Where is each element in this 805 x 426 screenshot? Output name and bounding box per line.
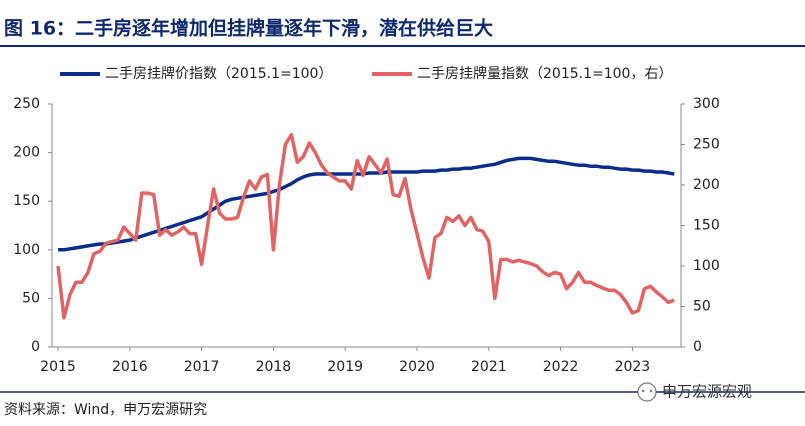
legend-label: 二手房挂牌价指数（2015.1=100） [105, 65, 332, 82]
y2-tick-label: 250 [693, 137, 720, 153]
x-tick-label: 2020 [399, 359, 435, 375]
x-tick-label: 2015 [40, 359, 76, 375]
y-tick-label: 50 [22, 290, 40, 306]
y-tick-label: 200 [13, 145, 40, 161]
y2-tick-label: 50 [693, 299, 711, 315]
x-tick-label: 2019 [327, 359, 363, 375]
y2-tick-label: 200 [693, 177, 720, 193]
y2-tick-label: 100 [693, 258, 720, 274]
series-line [58, 156, 675, 252]
x-tick-label: 2018 [256, 359, 292, 375]
y-tick-label: 150 [13, 193, 40, 209]
y-tick-label: 0 [31, 339, 40, 355]
x-tick-label: 2017 [184, 359, 220, 375]
x-tick-label: 2023 [615, 359, 651, 375]
y-tick-label: 100 [13, 242, 40, 258]
legend-label: 二手房挂牌量指数（2015.1=100，右） [417, 65, 672, 82]
y2-tick-label: 0 [693, 339, 702, 355]
watermark: 申万宏源宏观 [662, 383, 752, 401]
y2-tick-label: 300 [693, 96, 720, 112]
x-tick-label: 2022 [543, 359, 579, 375]
y2-tick-label: 150 [693, 218, 720, 234]
series-line [56, 133, 675, 320]
source-note: 资料来源：Wind，申万宏源研究 [4, 402, 207, 418]
watermark-icon [637, 382, 657, 402]
chart-title: 图 16：二手房逐年增加但挂牌量逐年下滑，潜在供给巨大 [4, 17, 493, 40]
x-tick-label: 2016 [112, 359, 148, 375]
y-tick-label: 250 [13, 96, 40, 112]
x-tick-label: 2021 [471, 359, 507, 375]
